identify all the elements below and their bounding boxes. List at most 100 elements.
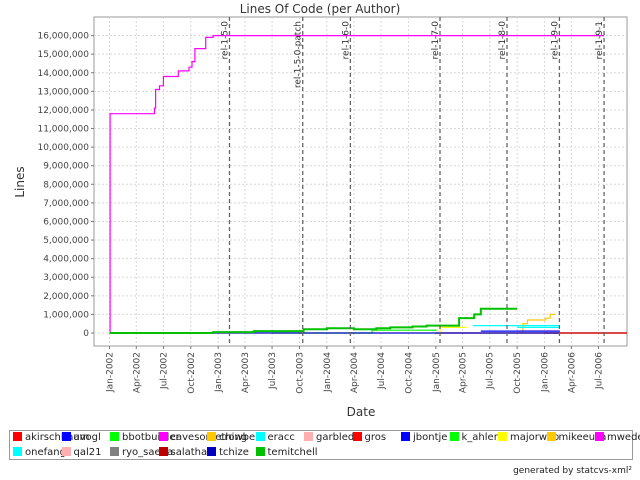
x-tick-label: Jul-2004: [377, 352, 387, 390]
legend-label: onefang: [25, 447, 66, 458]
legend-item-mwedel: mwedel: [595, 432, 640, 444]
legend-swatch: [13, 432, 22, 441]
lines-of-code-chart: Lines Of Code (per Author) rel-1-5-0 rel-…: [13, 2, 628, 419]
legend-swatch: [207, 447, 216, 456]
release-marker-label: rel-1-9-1: [595, 21, 605, 59]
y-axis-label: Lines: [13, 166, 27, 197]
legend-swatch: [401, 432, 410, 441]
legend-swatch: [13, 447, 22, 456]
legend-swatch: [255, 432, 265, 441]
release-marker-label: rel-1-5-0: [220, 21, 230, 60]
y-tick-label: 10,000,000: [37, 143, 89, 153]
legend-label: qal21: [73, 447, 102, 458]
legend-swatch: [304, 432, 313, 441]
y-tick-label: 2,000,000: [43, 292, 89, 302]
x-tick-label: Apr-2004: [350, 352, 360, 393]
x-axis-label: Date: [347, 405, 376, 419]
y-tick-label: 4,000,000: [43, 255, 89, 265]
legend-swatch: [498, 432, 507, 441]
y-tick-label: 14,000,000: [37, 69, 89, 79]
y-tick-label: 3,000,000: [43, 273, 89, 283]
x-tick-label: Oct-2002: [187, 352, 197, 394]
legend-swatch: [61, 432, 71, 441]
y-tick-label: 8,000,000: [43, 180, 89, 190]
y-axis-ticks: 0 1,000,000 2,000,000 3,000,000 4,000,000 5,0…: [37, 32, 94, 339]
x-tick-label: Apr-2006: [567, 352, 577, 393]
y-tick-label: 12,000,000: [37, 106, 89, 116]
plot-area: [93, 16, 628, 347]
legend-item-eracc: eracc: [255, 432, 295, 444]
x-tick-label: Oct-2005: [513, 352, 523, 394]
legend-swatch: [595, 432, 604, 441]
legend-swatch: [110, 432, 119, 441]
legend-label: garbled: [316, 432, 355, 443]
legend-item-gros: gros: [352, 432, 387, 444]
legend-label: temitchell: [267, 447, 318, 458]
release-markers: rel-1-5-0 rel-1-5-0-patch rel-1-6-0 rel-1-7…: [220, 17, 605, 346]
legend-swatch: [110, 447, 119, 456]
y-tick-label: 16,000,000: [37, 32, 89, 42]
legend-swatch: [255, 447, 265, 456]
legend-label: avogl: [73, 432, 101, 443]
legend-item-qal21: qal21: [61, 447, 102, 459]
legend: akirschbaumavoglbbotbuildercavesomething…: [9, 430, 640, 460]
legend-item-salathar: salathar: [158, 447, 212, 459]
x-tick-label: Jan-2002: [105, 352, 115, 393]
y-tick-label: 1,000,000: [43, 310, 89, 320]
legend-label: gros: [364, 432, 387, 443]
legend-swatch: [158, 432, 168, 441]
y-tick-label: 9,000,000: [43, 162, 89, 172]
release-marker-label: rel-1-8-0: [498, 21, 508, 60]
legend-item-crowbert: crowbert: [207, 432, 263, 444]
legend-item-akirschbaum: akirschbaum: [13, 432, 89, 444]
legend-label: bbotbuilder: [122, 432, 180, 443]
legend-item-k_ahlers: k_ahlers: [449, 432, 504, 444]
legend-label: mwedel: [607, 432, 640, 443]
legend-swatch: [449, 432, 459, 441]
legend-item-onefang: onefang: [13, 447, 66, 459]
release-marker-label: rel-1-6-0: [341, 21, 351, 60]
legend-swatch: [546, 432, 556, 441]
legend-label: salathar: [170, 447, 212, 458]
legend-swatch: [207, 432, 216, 441]
x-tick-label: Jan-2006: [541, 352, 551, 393]
legend-label: ryo_saeba: [122, 447, 174, 458]
x-axis-ticks: Jan-2002 Apr-2002 Jul-2002 Oct-2002 Jan-2003…: [105, 346, 604, 394]
x-tick-label: Apr-2003: [241, 352, 251, 393]
release-marker-label: rel-1-9-0: [550, 21, 560, 60]
legend-label: majorwoo: [510, 432, 560, 443]
legend-item-ryo_saeba: ryo_saeba: [110, 447, 173, 459]
x-tick-label: Apr-2005: [459, 352, 469, 393]
x-tick-label: Jul-2002: [159, 352, 169, 390]
y-tick-label: 13,000,000: [37, 87, 89, 97]
x-tick-label: Jan-2004: [323, 352, 333, 393]
legend-swatch: [158, 447, 168, 456]
y-tick-label: 7,000,000: [43, 199, 89, 209]
x-tick-label: Oct-2004: [404, 352, 414, 394]
legend-label: akirschbaum: [25, 432, 90, 443]
series-line-temitchell: [109, 307, 518, 334]
legend-label: k_ahlers: [461, 432, 504, 443]
release-marker-label: rel-1-7-0: [431, 21, 441, 60]
legend-label: crowbert: [219, 432, 264, 443]
legend-swatch: [352, 432, 362, 441]
legend-label: eracc: [267, 432, 295, 443]
x-tick-label: Jul-2005: [486, 352, 496, 390]
legend-item-avogl: avogl: [61, 432, 101, 444]
x-tick-label: Apr-2002: [132, 352, 142, 393]
y-tick-label: 11,000,000: [37, 125, 89, 135]
legend-item-tchize: tchize: [207, 447, 249, 459]
legend-label: tchize: [219, 447, 249, 458]
x-tick-label: Jul-2006: [594, 352, 604, 390]
footer-credit: generated by statcvs-xml²: [513, 466, 632, 476]
legend-label: jbontje: [413, 432, 448, 443]
x-tick-label: Jul-2003: [268, 352, 278, 390]
legend-item-jbontje: jbontje: [401, 432, 447, 444]
y-tick-label: 0: [83, 329, 89, 339]
x-tick-label: Jan-2005: [432, 352, 442, 393]
x-tick-label: Oct-2003: [295, 352, 305, 394]
legend-swatch: [61, 447, 71, 456]
legend-item-majorwoo: majorwoo: [498, 432, 559, 444]
release-marker-label: rel-1-5-0-patch: [294, 21, 304, 88]
legend-item-bbotbuilder: bbotbuilder: [110, 432, 180, 444]
